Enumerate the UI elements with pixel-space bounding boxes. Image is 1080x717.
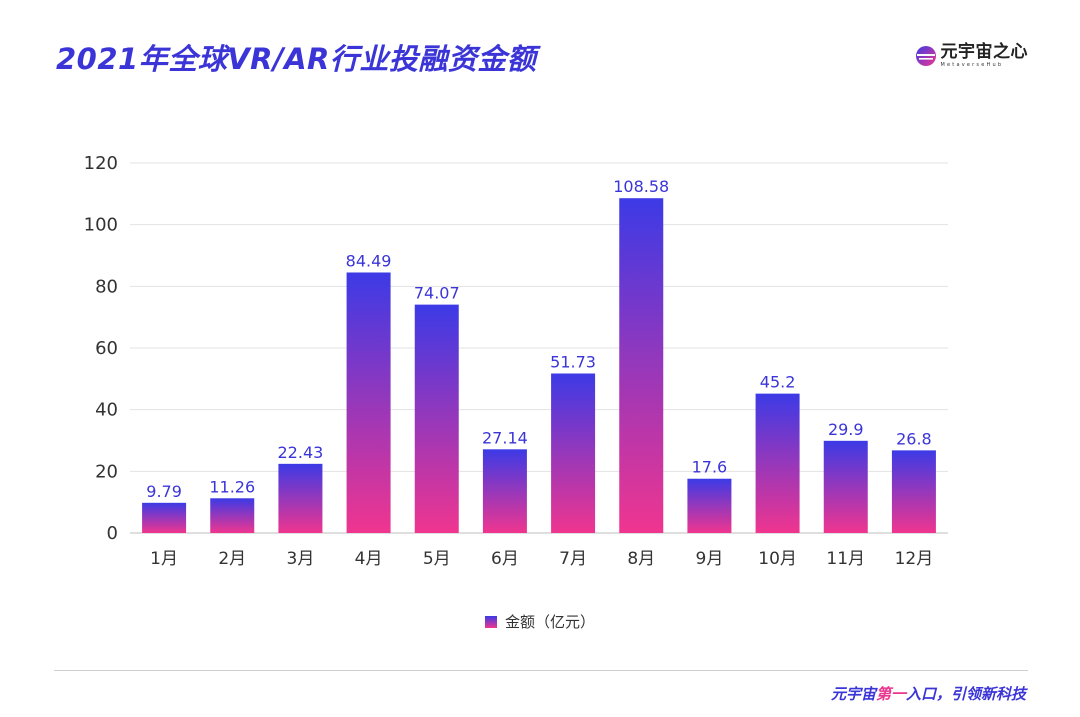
data-label: 27.14 <box>482 428 528 447</box>
data-label: 84.49 <box>346 251 392 270</box>
x-tick-label: 7月 <box>559 549 587 569</box>
bar-chart: 0 20 40 60 80 100 120 9.79 1月 11.26 2月 22.43 3月 84.49… <box>84 153 948 569</box>
footer-slogan: 元宇宙第一入口，引领新科技 <box>831 683 1026 704</box>
y-tick-label: 100 <box>84 215 118 236</box>
x-tick-label: 9月 <box>696 549 724 569</box>
x-tick-label: 4月 <box>355 549 383 569</box>
page-title: 2021年全球VR/AR行业投融资金额 <box>56 42 537 76</box>
x-tick-label: 1月 <box>150 549 178 569</box>
bar <box>142 502 187 533</box>
bar <box>414 304 459 533</box>
logo-name-cn: 元宇宙之心 <box>940 42 1028 62</box>
data-label: 17.6 <box>692 458 728 477</box>
bar <box>891 450 936 533</box>
legend-label: 金额（亿元） <box>504 613 595 631</box>
slogan-part-1: 元宇宙 <box>830 685 876 703</box>
bar <box>210 498 255 533</box>
y-tick-label: 60 <box>95 338 118 359</box>
x-tick-label: 5月 <box>423 549 451 569</box>
x-tick-label: 11月 <box>826 549 865 569</box>
bar <box>687 478 732 533</box>
legend-swatch <box>484 615 497 628</box>
data-label: 45.2 <box>760 373 796 392</box>
bar <box>482 449 527 533</box>
data-label: 74.07 <box>414 284 460 303</box>
slogan-highlight: 第一 <box>875 685 906 703</box>
bar <box>755 393 800 533</box>
x-tick-label: 6月 <box>491 549 519 569</box>
chart-legend: 金额（亿元） <box>0 611 1080 632</box>
footer-divider <box>54 670 1028 671</box>
data-label: 26.8 <box>896 429 932 448</box>
logo-name-en: MetaverseHub <box>940 62 1004 68</box>
x-tick-label: 10月 <box>758 549 797 569</box>
bar <box>346 272 391 533</box>
y-tick-label: 80 <box>95 276 118 297</box>
bar <box>278 463 323 533</box>
y-tick-label: 120 <box>84 153 118 174</box>
data-label: 11.26 <box>209 477 255 496</box>
brand-logo: 元宇宙之心 MetaverseHub <box>915 44 1029 68</box>
data-label: 9.79 <box>146 482 182 501</box>
metaverse-hub-logo-icon <box>915 46 936 66</box>
slogan-part-3: 入口，引领新科技 <box>905 685 1026 703</box>
y-tick-label: 20 <box>95 461 118 482</box>
data-label: 22.43 <box>278 443 324 462</box>
data-label: 108.58 <box>613 177 669 196</box>
x-tick-label: 12月 <box>895 549 934 569</box>
bar <box>551 373 596 533</box>
x-tick-label: 2月 <box>218 549 246 569</box>
bar <box>823 440 868 533</box>
x-tick-label: 8月 <box>627 549 655 569</box>
data-label: 29.9 <box>828 420 864 439</box>
data-label: 51.73 <box>550 352 596 371</box>
bar <box>619 198 664 533</box>
x-tick-label: 3月 <box>287 549 315 569</box>
y-tick-label: 40 <box>95 400 118 421</box>
y-tick-label: 0 <box>107 523 118 544</box>
